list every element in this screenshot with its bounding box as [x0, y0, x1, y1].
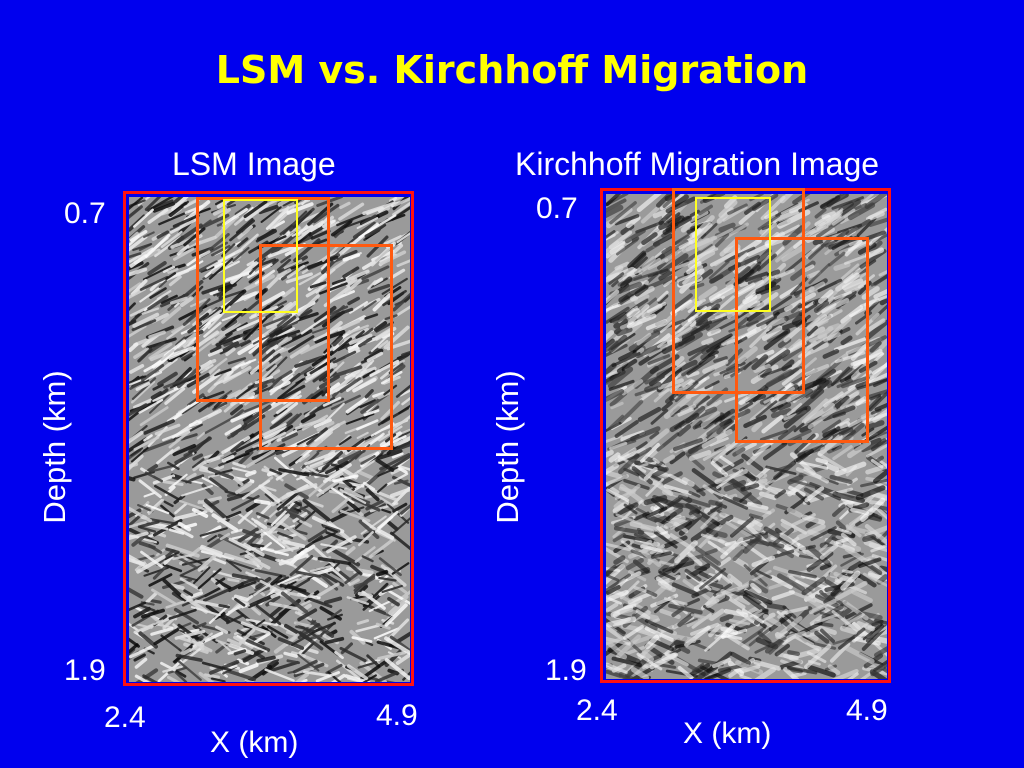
kirchhoff-ytick-top: 0.7 [536, 192, 578, 225]
kirchhoff-orange-box-2 [735, 237, 869, 443]
lsm-ytick-top: 0.7 [64, 197, 106, 230]
kirchhoff-yellow-box [695, 197, 771, 312]
lsm-orange-box-2 [259, 244, 393, 450]
panel-title-lsm: LSM Image [172, 146, 336, 182]
lsm-ytick-bottom: 1.9 [64, 654, 106, 687]
kirchhoff-xlabel: X (km) [683, 717, 772, 750]
lsm-frame [123, 191, 414, 686]
kirchhoff-xtick-left: 2.4 [576, 694, 618, 727]
lsm-xlabel: X (km) [210, 726, 299, 759]
slide-title: LSM vs. Kirchhoff Migration [215, 48, 809, 92]
lsm-seismic-image [129, 197, 410, 682]
kirchhoff-seismic-image [606, 194, 887, 679]
lsm-xtick-right: 4.9 [376, 699, 418, 732]
panel-title-kirchhoff: Kirchhoff Migration Image [515, 146, 880, 182]
lsm-orange-box-1 [196, 197, 330, 402]
kirchhoff-ylabel: Depth (km) [490, 370, 525, 524]
lsm-ylabel: Depth (km) [37, 370, 72, 524]
lsm-xtick-left: 2.4 [104, 701, 146, 734]
kirchhoff-xtick-right: 4.9 [846, 694, 888, 727]
kirchhoff-orange-box-1 [672, 188, 805, 394]
kirchhoff-ytick-bottom: 1.9 [545, 654, 587, 687]
lsm-yellow-box [223, 199, 298, 313]
